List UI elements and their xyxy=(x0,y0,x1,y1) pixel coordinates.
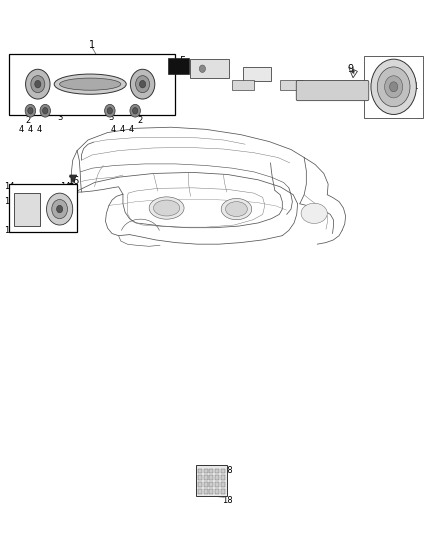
FancyBboxPatch shape xyxy=(280,80,302,90)
Polygon shape xyxy=(70,175,77,182)
FancyBboxPatch shape xyxy=(198,475,202,480)
Circle shape xyxy=(377,67,410,107)
Ellipse shape xyxy=(226,201,247,216)
Text: 8: 8 xyxy=(245,80,250,89)
Text: 6: 6 xyxy=(210,61,216,71)
Text: 17: 17 xyxy=(201,475,213,485)
Text: 11: 11 xyxy=(408,82,419,91)
FancyBboxPatch shape xyxy=(198,469,202,473)
FancyBboxPatch shape xyxy=(244,67,271,82)
FancyBboxPatch shape xyxy=(221,489,225,494)
FancyBboxPatch shape xyxy=(204,469,208,473)
Text: 1: 1 xyxy=(89,40,95,50)
FancyBboxPatch shape xyxy=(14,192,40,225)
FancyBboxPatch shape xyxy=(215,482,219,487)
Circle shape xyxy=(130,104,141,117)
Circle shape xyxy=(131,69,155,99)
Text: 8: 8 xyxy=(298,80,304,89)
FancyBboxPatch shape xyxy=(221,469,225,473)
FancyBboxPatch shape xyxy=(209,475,213,480)
Circle shape xyxy=(35,80,41,88)
Text: 5: 5 xyxy=(179,56,185,66)
Circle shape xyxy=(199,65,205,72)
FancyBboxPatch shape xyxy=(204,482,208,487)
Circle shape xyxy=(25,69,50,99)
Ellipse shape xyxy=(60,78,121,90)
Circle shape xyxy=(133,108,138,114)
FancyBboxPatch shape xyxy=(232,80,254,90)
Circle shape xyxy=(57,205,63,213)
FancyBboxPatch shape xyxy=(204,489,208,494)
FancyBboxPatch shape xyxy=(209,482,213,487)
FancyBboxPatch shape xyxy=(221,475,225,480)
Text: 10: 10 xyxy=(300,92,311,101)
Text: 18: 18 xyxy=(223,496,233,505)
Text: 9: 9 xyxy=(347,64,353,74)
Text: 7: 7 xyxy=(265,69,272,79)
Circle shape xyxy=(46,193,73,225)
Circle shape xyxy=(25,104,35,117)
FancyBboxPatch shape xyxy=(221,482,225,487)
Text: 14: 14 xyxy=(4,226,15,235)
FancyBboxPatch shape xyxy=(198,482,202,487)
Circle shape xyxy=(107,108,113,114)
Text: 16: 16 xyxy=(68,176,80,187)
Text: 13: 13 xyxy=(53,215,64,224)
Circle shape xyxy=(140,80,146,88)
Ellipse shape xyxy=(149,197,184,219)
FancyBboxPatch shape xyxy=(296,80,369,101)
Circle shape xyxy=(371,59,417,115)
Text: 2: 2 xyxy=(138,116,143,125)
Text: 3: 3 xyxy=(57,113,62,122)
FancyBboxPatch shape xyxy=(10,184,77,232)
FancyBboxPatch shape xyxy=(209,489,213,494)
FancyBboxPatch shape xyxy=(168,58,189,74)
Text: 2: 2 xyxy=(25,116,30,125)
Text: 4: 4 xyxy=(19,125,24,134)
FancyBboxPatch shape xyxy=(215,469,219,473)
Circle shape xyxy=(352,70,354,73)
Text: 18: 18 xyxy=(223,466,233,474)
FancyBboxPatch shape xyxy=(215,489,219,494)
Circle shape xyxy=(28,108,33,114)
FancyBboxPatch shape xyxy=(204,475,208,480)
Circle shape xyxy=(105,104,115,117)
Text: 4: 4 xyxy=(36,125,42,134)
Ellipse shape xyxy=(153,200,180,216)
FancyBboxPatch shape xyxy=(215,475,219,480)
Text: 14: 14 xyxy=(60,182,71,191)
Circle shape xyxy=(42,108,48,114)
Ellipse shape xyxy=(301,203,327,223)
Circle shape xyxy=(40,104,50,117)
Text: 14: 14 xyxy=(4,182,15,191)
Ellipse shape xyxy=(221,198,252,220)
Text: 12: 12 xyxy=(4,197,15,206)
Circle shape xyxy=(136,76,150,93)
Circle shape xyxy=(31,76,45,93)
Text: 4: 4 xyxy=(111,125,116,134)
Text: 4: 4 xyxy=(128,125,134,134)
FancyBboxPatch shape xyxy=(10,54,175,115)
FancyBboxPatch shape xyxy=(198,489,202,494)
Text: 3: 3 xyxy=(109,113,114,122)
Text: 4: 4 xyxy=(28,125,33,134)
Circle shape xyxy=(385,76,403,98)
Circle shape xyxy=(52,199,67,219)
Circle shape xyxy=(389,82,398,92)
Ellipse shape xyxy=(54,74,126,94)
FancyBboxPatch shape xyxy=(190,59,230,78)
Text: 15: 15 xyxy=(60,201,71,210)
FancyBboxPatch shape xyxy=(209,469,213,473)
Text: 4: 4 xyxy=(120,125,125,134)
FancyBboxPatch shape xyxy=(196,465,227,496)
Text: 10: 10 xyxy=(383,92,394,101)
